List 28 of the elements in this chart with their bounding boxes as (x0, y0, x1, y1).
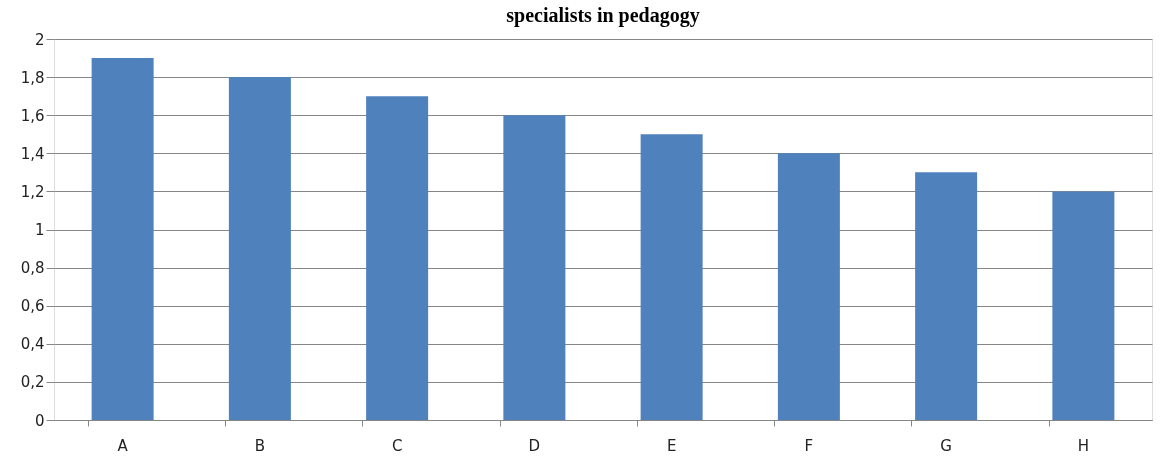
bar (91, 58, 154, 420)
bar (777, 153, 840, 420)
y-tick-label: 1,6 (20, 106, 45, 125)
x-tick-label: F (804, 436, 814, 455)
x-tick-label: H (1077, 436, 1090, 455)
x-tick-label: G (940, 436, 952, 455)
y-tick-label: 0 (34, 411, 45, 430)
y-tick-label: 1 (34, 221, 45, 239)
y-tick-label: 0,2 (20, 373, 45, 392)
y-tick-label: 1,2 (20, 182, 45, 201)
bar (1052, 191, 1115, 420)
y-tick-label: 1,4 (20, 144, 45, 163)
y-tick-label: 1,8 (20, 68, 45, 87)
x-tick-label: D (528, 436, 541, 455)
bar (228, 77, 291, 420)
x-tick-label: A (117, 436, 129, 455)
y-tick-label: 0,6 (20, 297, 45, 316)
x-tick-label: B (254, 436, 266, 455)
y-tick-label: 0,4 (20, 335, 45, 354)
bar (503, 115, 566, 420)
x-tick-label: C (391, 436, 403, 455)
x-tick-label: E (666, 436, 677, 455)
chart-title: specialists in pedagogy (506, 4, 700, 27)
y-tick-label: 0,8 (20, 259, 45, 278)
y-tick-label: 2 (34, 30, 45, 49)
bar (915, 172, 978, 420)
bar (640, 134, 703, 420)
bar (366, 96, 429, 420)
